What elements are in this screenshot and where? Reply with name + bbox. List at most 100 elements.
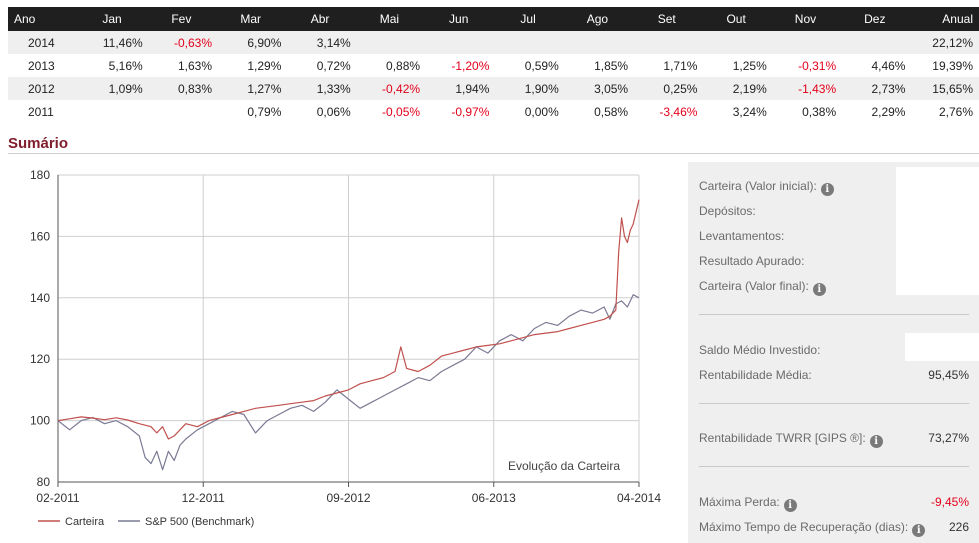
series-line bbox=[57, 294, 640, 471]
returns-header-row: Ano Jan Fev Mar Abr Mai Jun Jul Ago Set … bbox=[8, 7, 979, 31]
info-icon[interactable]: i bbox=[820, 183, 834, 196]
month-return-cell: -3,46% bbox=[632, 100, 702, 123]
row-initial-value: Carteira (Valor inicial): i bbox=[699, 177, 971, 196]
month-return-cell: 1,94% bbox=[424, 77, 494, 100]
col-header-fev: Fev bbox=[146, 7, 217, 31]
row-avg-return: Rentabilidade Média: 95,45% bbox=[699, 366, 971, 384]
col-header-year: Ano bbox=[8, 7, 78, 31]
row-deposits: Depósitos: bbox=[699, 202, 971, 220]
info-icon[interactable]: i bbox=[812, 283, 826, 296]
col-header-jun: Jun bbox=[424, 7, 494, 31]
month-return-cell: -0,97% bbox=[424, 100, 494, 123]
series-line bbox=[57, 199, 640, 440]
month-return-cell: 6,90% bbox=[216, 31, 286, 54]
monthly-returns-table: Ano Jan Fev Mar Abr Mai Jun Jul Ago Set … bbox=[8, 7, 979, 123]
month-return-cell: 3,24% bbox=[701, 100, 771, 123]
initial-value-label: Carteira (Valor inicial): bbox=[699, 179, 817, 193]
legend-entry[interactable]: Carteira bbox=[65, 516, 105, 528]
annual-cell: 22,12% bbox=[909, 31, 979, 54]
annual-cell: 2,76% bbox=[909, 100, 979, 123]
month-return-cell: -1,20% bbox=[424, 54, 494, 77]
year-cell: 2011 bbox=[8, 100, 78, 123]
twrr-value: 73,27% bbox=[928, 431, 969, 445]
x-tick-label: 06-2013 bbox=[472, 491, 516, 505]
info-icon[interactable]: i bbox=[783, 499, 797, 512]
month-return-cell bbox=[77, 100, 147, 123]
month-return-cell bbox=[632, 31, 702, 54]
month-return-cell: 0,83% bbox=[146, 77, 217, 100]
withdrawals-label: Levantamentos: bbox=[699, 229, 785, 243]
col-header-jul: Jul bbox=[493, 7, 563, 31]
col-header-annual: Anual bbox=[909, 7, 979, 31]
month-return-cell: -0,31% bbox=[770, 54, 841, 77]
legend-entry[interactable]: S&P 500 (Benchmark) bbox=[145, 516, 254, 528]
avg-balance-label: Saldo Médio Investido: bbox=[699, 343, 821, 357]
month-return-cell: 11,46% bbox=[77, 31, 147, 54]
month-return-cell: 1,29% bbox=[216, 54, 286, 77]
col-header-dez: Dez bbox=[840, 7, 910, 31]
annual-cell: 15,65% bbox=[909, 77, 979, 100]
month-return-cell: 1,63% bbox=[146, 54, 217, 77]
row-final-value: Carteira (Valor final): i bbox=[699, 277, 971, 296]
month-return-cell bbox=[562, 31, 633, 54]
month-return-cell: 2,29% bbox=[840, 100, 910, 123]
month-return-cell bbox=[770, 31, 841, 54]
month-return-cell: -0,05% bbox=[354, 100, 425, 123]
col-header-mai: Mai bbox=[354, 7, 425, 31]
month-return-cell bbox=[493, 31, 563, 54]
chart-legend: Carteira S&P 500 (Benchmark) bbox=[38, 516, 254, 528]
summary-title: Sumário bbox=[8, 135, 69, 152]
panel-divider bbox=[699, 403, 969, 404]
month-return-cell: -0,63% bbox=[146, 31, 217, 54]
summary-divider bbox=[8, 153, 979, 154]
month-return-cell bbox=[424, 31, 494, 54]
year-cell: 2012 bbox=[8, 77, 78, 100]
month-return-cell: 5,16% bbox=[77, 54, 147, 77]
month-return-cell: 0,88% bbox=[354, 54, 425, 77]
returns-row: 2013 5,16% 1,63% 1,29% 0,72% 0,88% -1,20% 0,59%… bbox=[8, 54, 979, 77]
avg-balance-box bbox=[905, 333, 979, 361]
x-tick-label: 02-2011 bbox=[36, 491, 79, 505]
month-return-cell: 0,72% bbox=[285, 54, 355, 77]
returns-row: 2012 1,09% 0,83% 1,27% 1,33% -0,42% 1,94% 1,90%… bbox=[8, 77, 979, 100]
year-cell: 2014 bbox=[8, 31, 78, 54]
month-return-cell: 3,05% bbox=[562, 77, 633, 100]
max-recovery-value: 226 bbox=[948, 520, 969, 534]
month-return-cell: 1,09% bbox=[77, 77, 147, 100]
returns-row: 2011 0,79% 0,06% -0,05% -0,97% 0,00% 0,58% -3,4… bbox=[8, 100, 979, 123]
panel-divider bbox=[699, 466, 969, 467]
col-header-set: Set bbox=[632, 7, 702, 31]
result-label: Resultado Apurado: bbox=[699, 254, 805, 268]
y-tick-label: 160 bbox=[30, 229, 50, 243]
month-return-cell: 2,73% bbox=[840, 77, 910, 100]
portfolio-evolution-chart: 80 100 120 140 160 180 02-2011 12-2011 09-2012 06… bbox=[30, 168, 661, 528]
month-return-cell: 1,33% bbox=[285, 77, 355, 100]
month-return-cell: 2,19% bbox=[701, 77, 771, 100]
month-return-cell: 3,14% bbox=[285, 31, 355, 54]
chart-axes: 80 100 120 140 160 180 02-2011 12-2011 09-2012 06… bbox=[30, 168, 661, 505]
info-icon[interactable]: i bbox=[869, 435, 883, 448]
row-avg-balance: Saldo Médio Investido: bbox=[699, 341, 971, 359]
info-icon[interactable]: i bbox=[912, 524, 926, 537]
month-return-cell: 1,71% bbox=[632, 54, 702, 77]
col-header-ago: Ago bbox=[562, 7, 633, 31]
x-tick-label: 09-2012 bbox=[326, 491, 370, 505]
year-cell: 2013 bbox=[8, 54, 78, 77]
month-return-cell: 0,25% bbox=[632, 77, 702, 100]
row-max-recovery: Máximo Tempo de Recuperação (dias): i 226 bbox=[699, 518, 971, 537]
returns-row: 2014 11,46% -0,63% 6,90% 3,14% 22,12% bbox=[8, 31, 979, 54]
row-twrr: Rentabilidade TWRR [GIPS ®]: i 73,27% bbox=[699, 429, 971, 448]
y-tick-label: 140 bbox=[30, 291, 50, 305]
x-tick-label: 04-2014 bbox=[617, 491, 661, 505]
month-return-cell bbox=[354, 31, 425, 54]
y-tick-label: 120 bbox=[30, 352, 50, 366]
month-return-cell: 4,46% bbox=[840, 54, 910, 77]
month-return-cell bbox=[701, 31, 771, 54]
month-return-cell: 0,06% bbox=[285, 100, 355, 123]
month-return-cell bbox=[146, 100, 217, 123]
month-return-cell: 1,90% bbox=[493, 77, 563, 100]
month-return-cell: -1,43% bbox=[770, 77, 841, 100]
row-withdrawals: Levantamentos: bbox=[699, 227, 971, 245]
y-tick-label: 180 bbox=[30, 168, 50, 182]
month-return-cell: 0,38% bbox=[770, 100, 841, 123]
